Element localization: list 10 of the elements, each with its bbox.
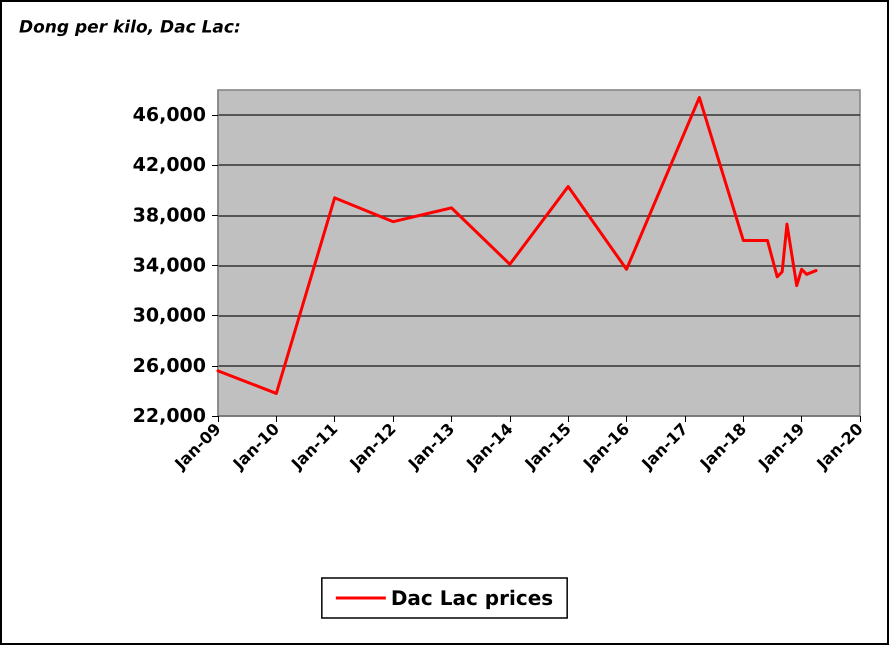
line-series — [216, 96, 818, 395]
y-tick-label: 26,000 — [132, 354, 206, 377]
y-tick-label: 38,000 — [132, 204, 206, 226]
y-tick-label: 42,000 — [132, 154, 206, 176]
y-tick-label: 22,000 — [132, 405, 206, 427]
y-tick-label: 46,000 — [132, 104, 206, 126]
y-tick-label: 30,000 — [132, 304, 206, 327]
chart-title: Dong per kilo, Dac Lac: — [19, 18, 241, 38]
legend-label: Dac Lac prices — [390, 586, 554, 610]
y-tick-label: 34,000 — [132, 254, 206, 277]
